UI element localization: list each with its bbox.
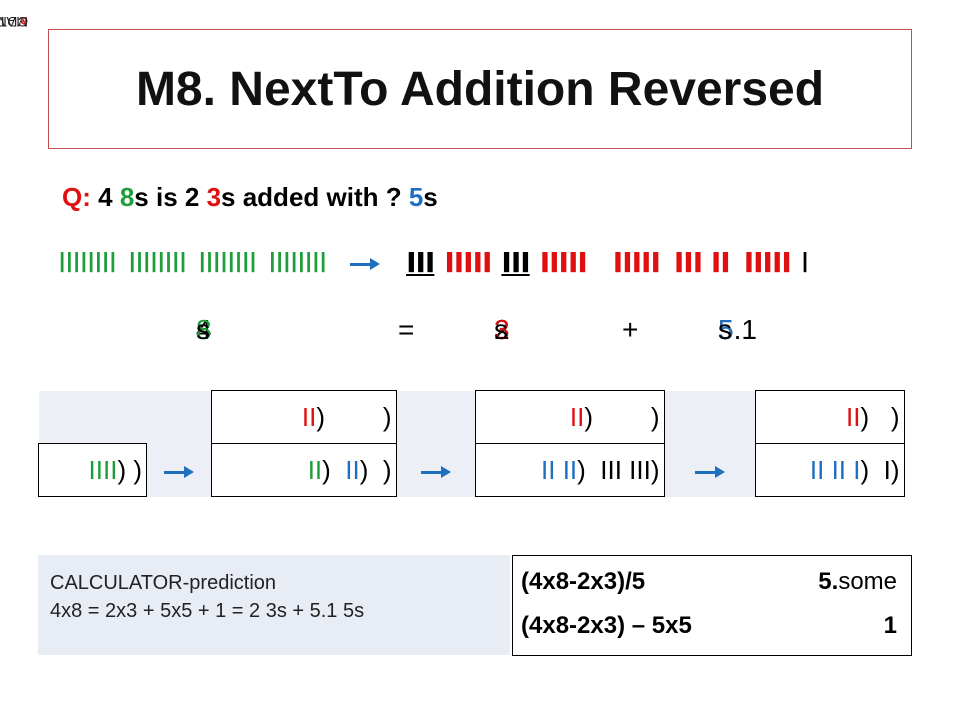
bundle-cell: II) II) ) <box>210 443 397 497</box>
arrow-right-icon <box>420 465 451 478</box>
eq-eight: 8 <box>196 314 212 345</box>
bundle-paren: ) <box>316 401 326 432</box>
arrow-right-icon <box>350 258 381 270</box>
arrow-cell <box>664 443 755 497</box>
bundle-cell: II) ) <box>474 390 665 444</box>
bundle-cell: II II) III III) <box>474 443 665 497</box>
arrow-right-icon <box>163 465 194 478</box>
title-frame: M8. NextTo Addition Reversed <box>48 29 912 149</box>
three-stick-group: III <box>501 246 530 279</box>
question-text: 4 <box>90 182 120 212</box>
arrow-cell <box>146 443 211 497</box>
five-stick-group: IIIII <box>444 246 492 279</box>
eight-stick-group: IIIIIIII <box>268 246 327 279</box>
brand-text-post: CDMY <box>0 14 28 30</box>
bundle-cell: II) ) <box>754 390 905 444</box>
question-text: s <box>423 182 438 212</box>
eight-stick-group: IIIIIIII <box>198 246 257 279</box>
eq-unit: s <box>494 314 508 345</box>
empty-cell <box>396 390 475 444</box>
equation-plus: + <box>622 314 639 345</box>
bundle-paren: ) <box>117 454 127 485</box>
calc-result-light: some <box>838 568 897 595</box>
question-three: 3 <box>206 182 222 212</box>
empty-cell <box>146 390 211 444</box>
calculator-note: CALCULATOR-prediction 4x8 = 2x3 + 5x5 + … <box>38 555 510 655</box>
brand-logo: MATHeCDMY <box>0 10 32 150</box>
eq-num: 4 <box>196 314 212 345</box>
question-text: s added with ? <box>221 182 409 212</box>
bundle-paren: ) <box>368 454 392 485</box>
eq-five: 5 <box>718 314 734 345</box>
arrow-cell <box>396 443 475 497</box>
calc-result-bold: 5. <box>818 568 839 595</box>
eight-stick-group: IIIIIIII <box>128 246 187 279</box>
eq-num: 2 <box>494 314 510 345</box>
empty-cell <box>38 390 147 444</box>
bundle-sticks: II II I <box>809 454 861 485</box>
single-stick: I <box>800 246 809 279</box>
calc-expression: (4x8-2x3) – 5x5 <box>521 612 692 639</box>
five-stick-group: IIIII <box>743 246 792 279</box>
calculator-table: (4x8-2x3)/5 5.some (4x8-2x3) – 5x5 1 <box>512 555 912 656</box>
arrow-right-icon <box>694 465 725 478</box>
bundle-sticks: I) <box>869 454 900 485</box>
three-stick-group: III <box>406 246 435 279</box>
five-stick-group: IIIII <box>612 246 661 279</box>
bundle-sticks: IIII <box>88 454 118 485</box>
stick-row: IIIIIIII IIIIIIII IIIIIIII IIIIIIII III IIII… <box>58 246 809 279</box>
calc-heading: CALCULATOR-prediction <box>50 572 277 594</box>
calc-result: 1 <box>883 612 897 639</box>
bundle-cell: II II I) I) <box>754 443 905 497</box>
bundle-paren: ) <box>577 454 586 485</box>
question-text: s is 2 <box>134 182 207 212</box>
bundle-paren: ) <box>126 454 142 485</box>
question-label: Q: <box>62 182 91 212</box>
bundle-paren: ) <box>860 454 870 485</box>
question-eight: 8 <box>119 182 135 212</box>
bundle-paren: ) <box>584 401 594 432</box>
bundle-cell: II) ) <box>210 390 397 444</box>
five-stick-group: III II <box>673 246 731 279</box>
calc-formula: 4x8 = 2x3 + 5x5 + 1 = 2 3s + 5.1 5s <box>50 600 365 622</box>
bundle-sticks: II <box>569 401 585 432</box>
bundle-sticks: II <box>307 454 323 485</box>
bundle-sticks: III III) <box>585 454 660 485</box>
bundle-paren: ) <box>860 401 870 432</box>
bundle-paren: ) <box>325 401 392 432</box>
question-five: 5 <box>408 182 424 212</box>
calc-row: (4x8-2x3) – 5x5 1 <box>521 612 897 640</box>
bundle-table: II) ) II) ) II) ) IIII) ) II) II) ) II I… <box>38 390 905 497</box>
eq-unit: s <box>196 314 210 345</box>
eq-num: 5.1 <box>718 314 757 345</box>
bundle-sticks: II <box>345 454 360 485</box>
equation-equals: = <box>398 314 415 345</box>
bundle-paren: ) <box>869 401 900 432</box>
empty-cell <box>664 390 755 444</box>
bundle-paren: ) <box>322 454 331 485</box>
calc-result: 5.some <box>818 568 897 596</box>
bundle-paren: ) <box>359 454 369 485</box>
slide-title: M8. NextTo Addition Reversed <box>135 62 825 116</box>
question-line: Q: 4 8s is 2 3s added with ? 5s <box>62 182 438 213</box>
bundle-sticks: II <box>846 401 861 432</box>
bundle-cell: IIII) ) <box>38 443 147 497</box>
bundle-paren: ) <box>593 401 660 432</box>
bundle-sticks: II <box>301 401 317 432</box>
calc-row: (4x8-2x3)/5 5.some <box>521 568 897 596</box>
calc-expression: (4x8-2x3)/5 <box>521 568 646 595</box>
eq-three: 3 <box>494 314 510 345</box>
five-stick-group: IIIII <box>539 246 588 279</box>
eight-stick-group: IIIIIIII <box>58 246 117 279</box>
eq-unit: s <box>718 314 732 345</box>
bundle-gap <box>331 455 345 485</box>
bundle-sticks: II II <box>541 454 578 485</box>
